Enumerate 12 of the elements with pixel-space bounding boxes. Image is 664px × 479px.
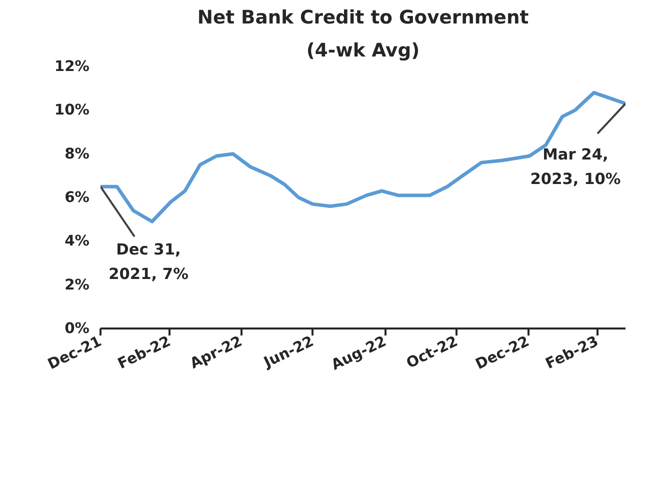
- y-tick-label: 12%: [54, 58, 90, 75]
- line-series: [100, 90, 626, 224]
- annotation: Dec 31, 2021, 7%: [108, 240, 188, 283]
- y-tick-label: 6%: [64, 189, 90, 206]
- y-tick-label: 0%: [64, 320, 90, 337]
- y-tick-label: 8%: [64, 145, 90, 162]
- y-tick-label: 2%: [64, 276, 90, 294]
- chart-subtitle: (4-wk Avg): [306, 40, 420, 62]
- y-tick-label: 4%: [64, 232, 90, 250]
- chart-title: Net Bank Credit to Government: [197, 8, 529, 28]
- annotation: Mar 24, 2023, 10%: [530, 146, 621, 188]
- y-tick-label: 10%: [54, 102, 90, 119]
